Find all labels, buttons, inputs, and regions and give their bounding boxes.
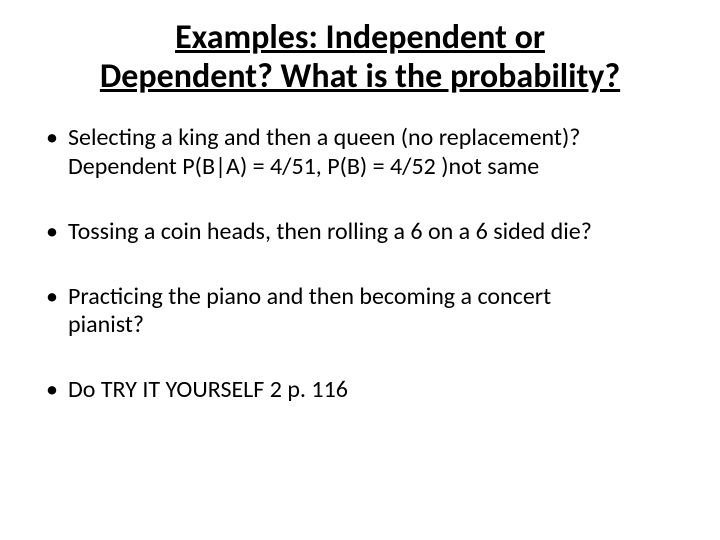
list-item: Selecting a king and then a queen (no re… [40,124,680,182]
title-line-1: Examples: Independent or [40,18,680,57]
bullet-text: Selecting a king and then a queen (no re… [68,124,680,153]
bullet-text: Dependent P(B|A) = 4/51, P(B) = 4/52 )no… [68,153,680,182]
list-item: Tossing a coin heads, then rolling a 6 o… [40,218,680,247]
list-item: Practicing the piano and then becoming a… [40,283,680,341]
bullet-text: Practicing the piano and then becoming a… [68,283,680,312]
bullet-text: Tossing a coin heads, then rolling a 6 o… [68,218,680,247]
bullet-text: Do TRY IT YOURSELF 2 p. 116 [68,376,680,405]
slide: Examples: Independent or Dependent? What… [0,0,720,540]
title-line-2: Dependent? What is the probability? [40,57,680,96]
slide-title: Examples: Independent or Dependent? What… [40,18,680,96]
bullet-list: Selecting a king and then a queen (no re… [40,124,680,405]
bullet-text: pianist? [68,311,680,340]
list-item: Do TRY IT YOURSELF 2 p. 116 [40,376,680,405]
